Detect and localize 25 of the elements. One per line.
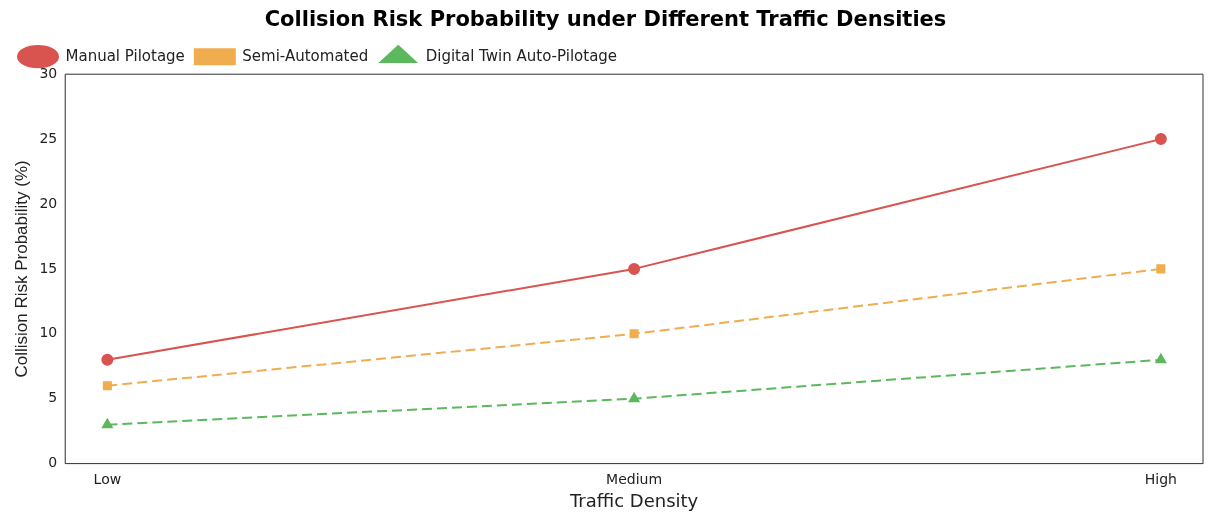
y-axis-title: Collision Risk Probability (%) xyxy=(11,160,31,378)
x-tick-label: Low xyxy=(93,470,122,487)
y-tick-label: 5 xyxy=(48,389,58,406)
legend-label: Semi-Automated xyxy=(242,46,369,65)
x-tick-label: Medium xyxy=(606,470,663,487)
chart-title: Collision Risk Probability under Different Traffic Densities xyxy=(264,7,947,32)
point xyxy=(628,262,641,275)
point xyxy=(102,418,113,429)
legend-label: Manual Pilotage xyxy=(65,46,185,65)
legend-label: Digital Twin Auto-Pilotage xyxy=(425,46,618,65)
y-tick-label: 0 xyxy=(48,454,58,471)
y-tick-label: 25 xyxy=(39,129,58,146)
y-tick-label: 15 xyxy=(39,259,58,276)
point xyxy=(102,381,112,391)
x-tick-label: High xyxy=(1144,470,1177,487)
point xyxy=(1154,133,1167,146)
y-tick-label: 20 xyxy=(39,194,58,211)
y-tick-label: 30 xyxy=(39,64,58,81)
point xyxy=(101,353,114,366)
point xyxy=(628,392,640,403)
y-tick-label: 10 xyxy=(39,324,58,341)
point xyxy=(1156,264,1166,274)
x-axis-title: Traffic Density xyxy=(568,489,699,511)
point xyxy=(629,329,639,339)
point xyxy=(1155,353,1167,364)
